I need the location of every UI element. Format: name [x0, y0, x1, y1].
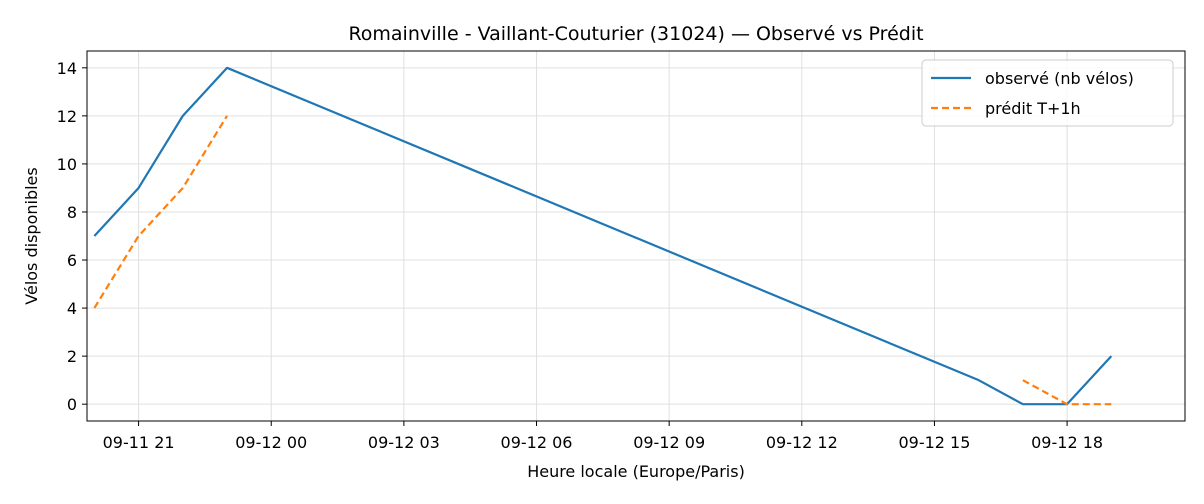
y-tick-label: 4 — [67, 299, 77, 318]
x-tick-label: 09-12 03 — [368, 433, 440, 452]
series-layer — [93, 66, 1113, 406]
x-tick-label: 09-12 18 — [1031, 433, 1103, 452]
series-observed-line — [93, 66, 1113, 406]
x-tick-label: 09-12 06 — [501, 433, 573, 452]
y-tick-label: 6 — [67, 251, 77, 270]
x-tick-label: 09-12 15 — [898, 433, 970, 452]
plot-frame — [86, 50, 1186, 422]
y-tick-label: 8 — [67, 203, 77, 222]
y-tick-label: 2 — [67, 347, 77, 366]
y-tick-label: 0 — [67, 395, 77, 414]
legend-box — [921, 59, 1174, 127]
x-tick-label: 09-11 21 — [103, 433, 175, 452]
y-tick-label: 12 — [57, 107, 77, 126]
y-tick-label: 14 — [57, 59, 77, 78]
y-axis-label: Vélos disponibles — [22, 167, 41, 304]
x-tick-label: 09-12 09 — [633, 433, 705, 452]
legend: observé (nb vélos) prédit T+1h — [921, 59, 1174, 127]
x-tick-label: 09-12 12 — [766, 433, 838, 452]
chart-title: Romainville - Vaillant-Couturier (31024)… — [348, 23, 923, 45]
series-predicted-line — [93, 115, 228, 309]
x-tick-label: 09-12 00 — [235, 433, 307, 452]
x-axis-label: Heure locale (Europe/Paris) — [527, 462, 745, 481]
grid-layer — [87, 51, 1185, 421]
y-tick-label: 10 — [57, 155, 77, 174]
series-predicted-line — [1022, 379, 1112, 406]
legend-label-observed: observé (nb vélos) — [985, 69, 1134, 88]
legend-label-predicted: prédit T+1h — [985, 99, 1081, 118]
tick-layer: 09-11 21 09-12 00 09-12 03 09-12 06 09-12 09… — [57, 59, 1103, 452]
